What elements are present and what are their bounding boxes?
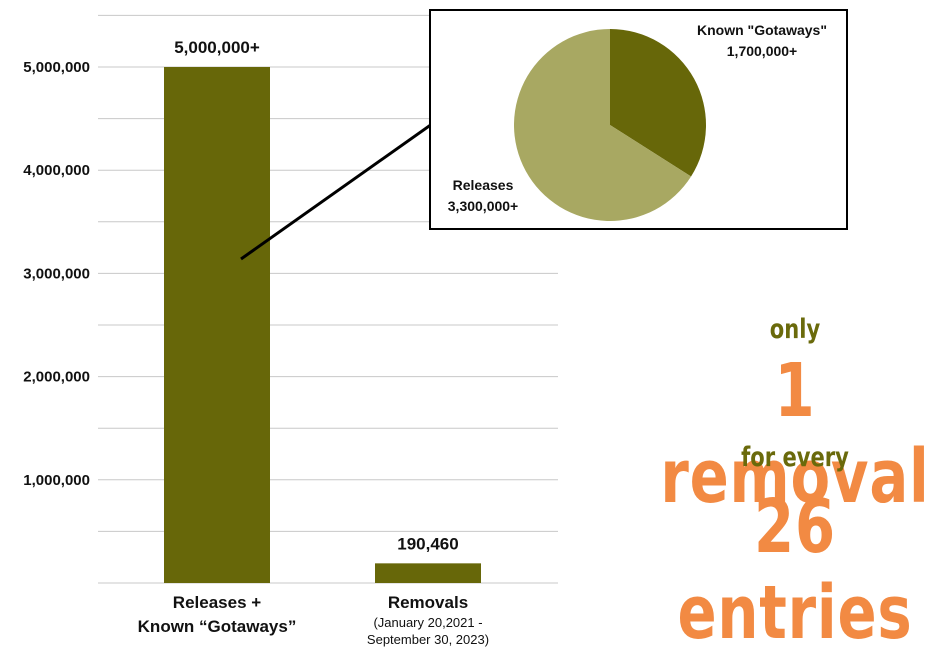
x-axis-categories: Releases + Known “Gotaways” Removals (Janua… — [138, 593, 489, 647]
bar — [164, 67, 270, 583]
y-tick-label: 1,000,000 — [23, 472, 90, 489]
pie-slice — [514, 28, 692, 221]
pie-slice-value: 3,300,000+ — [448, 198, 518, 214]
category-sublabel: September 30, 2023) — [367, 632, 489, 647]
callout-only: only — [769, 314, 821, 345]
bar-data-label: 190,460 — [397, 534, 458, 553]
y-axis: 1,000,000 2,000,000 3,000,000 4,000,000 5,00… — [23, 59, 90, 489]
callout-1-removal: 1 removal — [660, 348, 930, 520]
bars — [164, 67, 481, 583]
category-label: Releases + — [173, 593, 261, 612]
category-label: Removals — [388, 593, 468, 612]
pie-connector-line — [240, 122, 433, 261]
y-tick-label: 2,000,000 — [23, 369, 90, 386]
category-sublabel: (January 20,2021 - — [373, 615, 482, 630]
pie-slice-value: 1,700,000+ — [727, 43, 797, 59]
pie-slice-label: Releases — [453, 177, 514, 193]
pie-slice — [610, 29, 706, 177]
y-tick-label: 5,000,000 — [23, 59, 90, 76]
callout-for-every: for every — [741, 442, 849, 473]
pie-chart: Known "Gotaways" 1,700,000+ Releases 3,300,… — [448, 22, 827, 221]
y-tick-label: 4,000,000 — [23, 162, 90, 179]
category-label: Known “Gotaways” — [138, 617, 297, 636]
callout-26-entries: 26 entries — [677, 484, 913, 656]
bar-data-label: 5,000,000+ — [174, 38, 260, 57]
bar — [375, 563, 481, 583]
y-tick-label: 3,000,000 — [23, 265, 90, 282]
pie-slice-label: Known "Gotaways" — [697, 22, 827, 38]
bar-data-labels: 5,000,000+ 190,460 — [174, 38, 459, 553]
